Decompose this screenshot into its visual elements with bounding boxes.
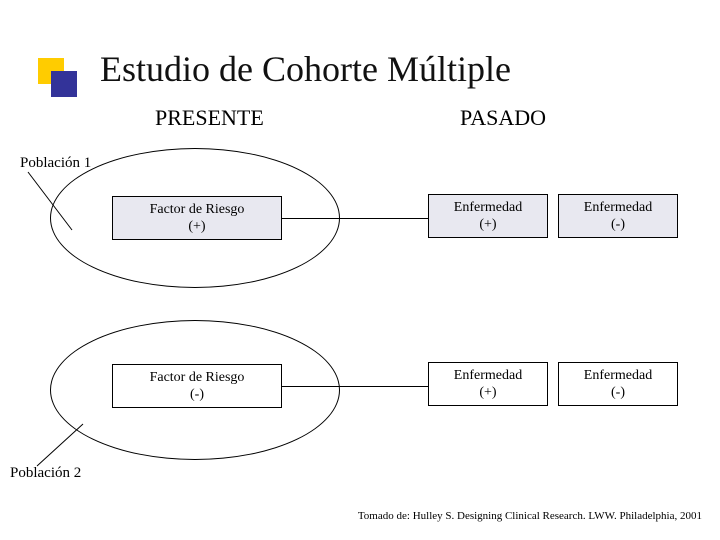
enf-neg-top-l2: (-)	[611, 216, 625, 234]
pointer-line-2	[35, 422, 95, 472]
box-factor-pos-line1: Factor de Riesgo	[150, 201, 245, 219]
enf-pos-bot-l1: Enfermedad	[454, 367, 522, 385]
enf-neg-bot-l1: Enfermedad	[584, 367, 652, 385]
box-enfermedad-neg-top: Enfermedad (-)	[558, 194, 678, 238]
label-poblacion-1: Población 1	[20, 155, 91, 172]
box-factor-riesgo-pos: Factor de Riesgo (+)	[112, 196, 282, 240]
box-factor-neg-line1: Factor de Riesgo	[150, 369, 245, 387]
box-factor-neg-line2: (-)	[190, 386, 204, 404]
box-enfermedad-pos-top: Enfermedad (+)	[428, 194, 548, 238]
connector-line-top	[282, 218, 428, 219]
enf-neg-bot-l2: (-)	[611, 384, 625, 402]
subheading-pasado: PASADO	[460, 105, 546, 131]
box-factor-riesgo-neg: Factor de Riesgo (-)	[112, 364, 282, 408]
enf-pos-top-l2: (+)	[479, 216, 496, 234]
pointer-line-1	[22, 172, 82, 242]
box-enfermedad-pos-bottom: Enfermedad (+)	[428, 362, 548, 406]
box-factor-pos-line2: (+)	[188, 218, 205, 236]
enf-pos-top-l1: Enfermedad	[454, 199, 522, 217]
box-enfermedad-neg-bottom: Enfermedad (-)	[558, 362, 678, 406]
citation-text: Tomado de: Hulley S. Designing Clinical …	[358, 510, 702, 522]
enf-neg-top-l1: Enfermedad	[584, 199, 652, 217]
connector-line-bottom	[282, 386, 428, 387]
subheading-presente: PRESENTE	[155, 105, 264, 131]
bullet-square-blue	[51, 71, 77, 97]
enf-pos-bot-l2: (+)	[479, 384, 496, 402]
page-title: Estudio de Cohorte Múltiple	[100, 48, 511, 90]
